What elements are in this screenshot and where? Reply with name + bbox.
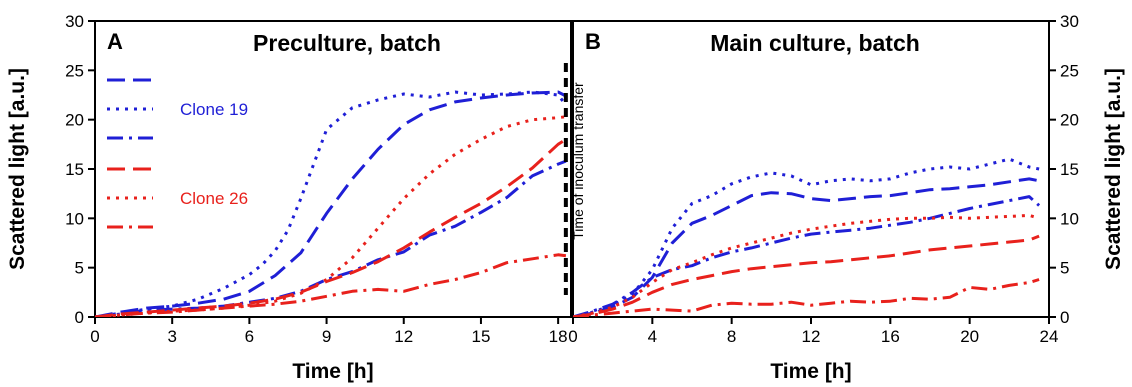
y-axis-label: Scattered light [a.u.]: [1102, 68, 1125, 270]
y-tick-label: 5: [1060, 259, 1069, 278]
x-axis-label: Time [h]: [770, 360, 851, 383]
x-tick-label: 18: [549, 327, 568, 346]
panel-b: 0 4 8 12 16 20 24 Time [h] 0 5 10 15 20 25 30 Scattered…: [568, 12, 1125, 383]
y-tick-label: 15: [1060, 160, 1079, 179]
y-tick-label: 30: [65, 12, 84, 31]
plot-frame: [572, 20, 1050, 318]
legend-label: Clone 19: [180, 100, 248, 119]
x-tick-label: 0: [568, 327, 577, 346]
series-line-red-dashed: [95, 138, 567, 317]
series-line-red-dashed: [573, 234, 1040, 317]
y-tick-label: 0: [1060, 308, 1069, 327]
y-tick-label: 20: [1060, 111, 1079, 130]
series-line-blue-dashed: [573, 177, 1040, 317]
y-axis-label: Scattered light [a.u.]: [6, 68, 29, 270]
x-tick-label: 24: [1040, 327, 1059, 346]
panel-title: Main culture, batch: [710, 30, 920, 56]
x-tick-label: 12: [394, 327, 413, 346]
y-tick-label: 25: [65, 61, 84, 80]
y-tick-label: 25: [1060, 61, 1079, 80]
x-axis-label: Time [h]: [292, 360, 373, 383]
x-tick-label: 9: [322, 327, 331, 346]
panel-a: 0 3 6 9 12 15 18 Time [h] 0 5 10 15 20 25 30 Scattered …: [6, 12, 586, 383]
x-tick-label: 6: [245, 327, 254, 346]
series-line-blue-dotted: [95, 90, 568, 317]
y-tick-label: 30: [1060, 12, 1079, 31]
x-tick-label: 8: [727, 327, 736, 346]
panel-title: Preculture, batch: [253, 30, 441, 56]
series-line-red-dash-dot: [95, 253, 567, 317]
y-tick-label: 10: [1060, 209, 1079, 228]
panel-label: A: [107, 29, 123, 54]
plot-frame: [94, 20, 572, 318]
legend-label: Clone 26: [180, 189, 248, 208]
series-line-red-dotted: [573, 213, 1040, 317]
series-line-blue-dash-dot: [573, 195, 1041, 317]
series-line-red-dash-dot: [573, 278, 1040, 317]
y-tick-label: 5: [75, 259, 84, 278]
x-tick-label: 12: [802, 327, 821, 346]
panel-label: B: [585, 29, 601, 54]
x-tick-label: 16: [881, 327, 900, 346]
y-tick-label: 20: [65, 111, 84, 130]
series-line-blue-dotted: [573, 157, 1040, 317]
series-line-red-dotted: [95, 115, 567, 317]
x-tick-label: 0: [90, 327, 99, 346]
x-tick-label: 15: [471, 327, 490, 346]
series-line-blue-dash-dot: [95, 159, 567, 317]
y-tick-label: 10: [65, 209, 84, 228]
x-tick-label: 20: [960, 327, 979, 346]
y-tick-label: 15: [65, 160, 84, 179]
y-tick-label: 0: [75, 308, 84, 327]
x-tick-label: 3: [167, 327, 176, 346]
x-tick-label: 4: [648, 327, 657, 346]
